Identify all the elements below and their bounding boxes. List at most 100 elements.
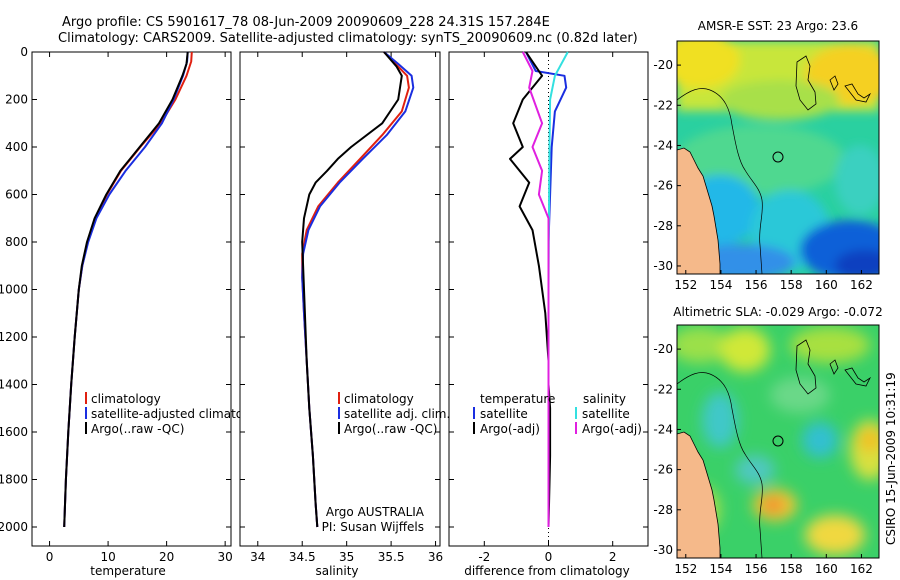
sla-depth-contour xyxy=(677,372,763,558)
y-tick-label: 400 xyxy=(5,140,28,154)
y-tick-label: 2000 xyxy=(0,520,28,534)
legend-salt-argo-label: Argo(-adj) xyxy=(582,422,642,436)
map-y-tick-label: -26 xyxy=(653,179,673,193)
map-x-tick-label: 158 xyxy=(780,278,803,292)
x-tick-label: 30 xyxy=(218,550,233,564)
sst-map-box xyxy=(676,40,880,275)
map-x-tick-label: 162 xyxy=(850,278,873,292)
salinity-legend: climatology satellite adj. clim. Argo(..… xyxy=(338,392,450,436)
sla-map-field xyxy=(677,325,879,558)
x-tick-label: 0 xyxy=(46,550,54,564)
legend-satellite-label: satellite adj. clim. xyxy=(344,407,450,421)
salinity-ticks: 34 34.5 35 35.5 36 xyxy=(240,51,443,564)
legend-temp-argo-label: Argo(-adj) xyxy=(480,422,540,436)
series-argo xyxy=(63,51,189,528)
x-tick-label: 2 xyxy=(609,550,617,564)
legend-temp-satellite-label: satellite xyxy=(480,407,528,421)
salinity-series xyxy=(301,51,415,528)
map-x-tick-label: 152 xyxy=(674,278,697,292)
legend-argo-label: Argo(..raw -QC) xyxy=(344,422,437,436)
map-x-tick-label: 160 xyxy=(815,278,838,292)
salinity-xlabel: salinity xyxy=(315,564,358,578)
sla-land xyxy=(677,431,721,558)
sst-reef-contour xyxy=(795,55,817,111)
figure-title-line1: Argo profile: CS 5901617_78 08-Jun-2009 … xyxy=(62,15,550,30)
legend-climatology-label: climatology xyxy=(91,392,161,406)
map-y-tick-label: -28 xyxy=(653,503,673,517)
temperature-axes-box xyxy=(31,51,232,547)
sla-map-ticks: 152 154 156 158 160 162 -20 -22 -24 -26 -28 -30 xyxy=(653,342,872,576)
timestamp-label: CSIRO 15-Jun-2009 10:31:19 xyxy=(884,372,898,545)
map-y-tick-label: -22 xyxy=(653,382,673,396)
temperature-legend: climatology satellite-adjusted climatolo… xyxy=(85,392,269,436)
map-x-tick-label: 162 xyxy=(850,562,873,576)
difference-ticks: -2 0 2 xyxy=(449,51,648,564)
temperature-xlabel: temperature xyxy=(90,564,165,578)
map-y-tick-label: -24 xyxy=(653,422,673,436)
sst-map-panel: AMSR-E SST: 23 Argo: 23.6 xyxy=(653,19,880,292)
series-argo xyxy=(301,51,403,528)
sst-argo-marker xyxy=(772,151,784,163)
map-y-tick-label: -20 xyxy=(653,342,673,356)
salinity-axes-box xyxy=(239,51,441,547)
y-tick-label: 1400 xyxy=(0,378,28,392)
map-x-tick-label: 154 xyxy=(709,562,732,576)
map-y-tick-label: -30 xyxy=(653,543,673,557)
x-tick-label: 36 xyxy=(428,550,443,564)
difference-xlabel: difference from climatology xyxy=(464,564,630,578)
argo-program-label: Argo AUSTRALIA xyxy=(326,505,425,519)
y-tick-label: 1600 xyxy=(0,425,28,439)
map-y-tick-label: -22 xyxy=(653,98,673,112)
y-tick-label: 0 xyxy=(20,45,28,59)
sla-reef-contour xyxy=(795,339,817,395)
sst-depth-contour xyxy=(677,88,763,274)
sla-map-box xyxy=(676,324,880,559)
sst-reef-contour-2 xyxy=(829,75,872,103)
y-tick-label: 1200 xyxy=(0,330,28,344)
sst-map-field xyxy=(677,41,879,274)
map-y-tick-label: -28 xyxy=(653,219,673,233)
y-tick-label: 800 xyxy=(5,235,28,249)
pi-label: PI: Susan Wijffels xyxy=(322,520,424,534)
legend-satellite-label: satellite-adjusted climatology xyxy=(91,407,269,421)
temperature-ticks: 0 10 20 30 0 200 400 600 800 1000 1200 1400 1600 1800… xyxy=(0,45,233,564)
x-tick-label: 35.5 xyxy=(378,550,405,564)
legend-argo-label: Argo(..raw -QC) xyxy=(91,422,184,436)
map-x-tick-label: 156 xyxy=(745,562,768,576)
x-tick-label: 35 xyxy=(339,550,354,564)
temperature-series xyxy=(63,51,193,528)
map-x-tick-label: 160 xyxy=(815,562,838,576)
x-tick-label: 0 xyxy=(545,550,553,564)
map-x-tick-label: 156 xyxy=(745,278,768,292)
x-tick-label: -2 xyxy=(478,550,490,564)
map-x-tick-label: 152 xyxy=(674,562,697,576)
temperature-panel: 0 10 20 30 0 200 400 600 800 1000 1200 1400 1600 1800… xyxy=(0,45,269,578)
sst-land xyxy=(677,147,721,274)
figure-title-line2: Climatology: CARS2009. Satellite-adjuste… xyxy=(58,31,638,46)
x-tick-label: 34.5 xyxy=(289,550,316,564)
sst-map-title: AMSR-E SST: 23 Argo: 23.6 xyxy=(698,19,858,33)
sla-reef-contour-2 xyxy=(829,359,872,387)
map-y-tick-label: -20 xyxy=(653,58,673,72)
sla-argo-marker xyxy=(772,435,784,447)
difference-panel: -2 0 2 difference from climatology tempera… xyxy=(448,51,649,578)
map-x-tick-label: 158 xyxy=(780,562,803,576)
map-y-tick-label: -30 xyxy=(653,259,673,273)
salinity-panel: 34 34.5 35 35.5 36 salinity climatology sate… xyxy=(239,51,450,578)
map-y-tick-label: -26 xyxy=(653,463,673,477)
sla-map-panel: Altimetric SLA: -0.029 Argo: -0.072 xyxy=(653,305,882,576)
y-tick-label: 1000 xyxy=(0,283,28,297)
x-tick-label: 34 xyxy=(250,550,265,564)
sla-map-title: Altimetric SLA: -0.029 Argo: -0.072 xyxy=(673,305,882,319)
map-x-tick-label: 154 xyxy=(709,278,732,292)
y-tick-label: 1800 xyxy=(0,473,28,487)
x-tick-label: 20 xyxy=(159,550,174,564)
difference-series xyxy=(509,51,569,528)
sst-map-ticks: 152 154 156 158 160 162 -20 -22 -24 -26 -28 -30 xyxy=(653,58,872,292)
y-tick-label: 600 xyxy=(5,188,28,202)
y-tick-label: 200 xyxy=(5,93,28,107)
difference-legend: temperature salinity satellite Argo(-adj… xyxy=(473,392,642,436)
legend-salinity-heading: salinity xyxy=(583,392,626,406)
x-tick-label: 10 xyxy=(100,550,115,564)
